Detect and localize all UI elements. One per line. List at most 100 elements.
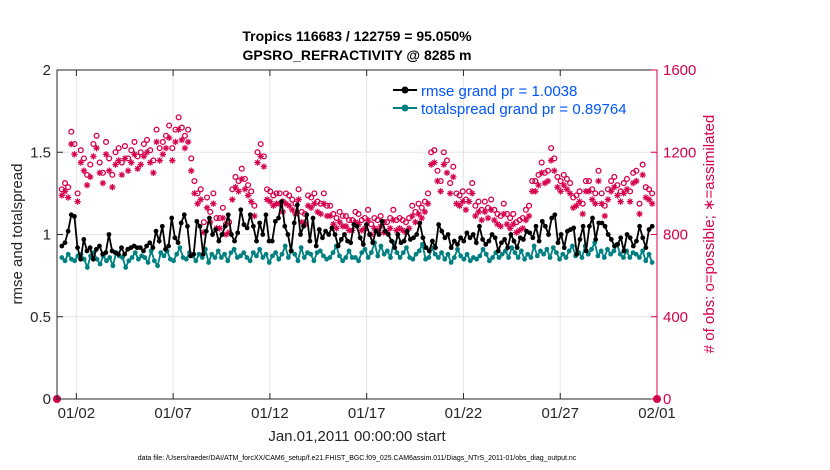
obs-assimilated-point: [431, 159, 438, 166]
totalspread-point: [298, 245, 304, 251]
obs-assimilated-point: [443, 169, 451, 177]
rmse-point: [269, 238, 275, 244]
obs-assimilated-point: [257, 153, 264, 160]
obs-possible-point: [500, 200, 507, 207]
obs-assimilated-point: [232, 184, 239, 191]
totalspread-point: [215, 248, 221, 254]
rmse-point: [420, 235, 426, 241]
obs-possible-point: [415, 200, 422, 207]
rmse-point: [495, 248, 501, 254]
rmse-point: [511, 238, 517, 244]
rmse-point: [455, 241, 460, 247]
obs-possible-point: [585, 177, 593, 185]
obs-assimilated-point: [421, 208, 429, 216]
totalspread-point: [282, 243, 288, 249]
totalspread-point: [646, 251, 652, 257]
obs-assimilated-point: [188, 167, 195, 174]
obs-possible-point: [289, 196, 296, 203]
obs-assimilated-point: [611, 184, 618, 191]
totalspread-point: [340, 258, 346, 264]
obs-possible-point: [639, 161, 646, 168]
rmse-point: [583, 248, 589, 254]
obs-assimilated-point: [487, 206, 495, 214]
rmse-point: [499, 240, 504, 246]
obs-assimilated-point: [244, 192, 252, 199]
y-tick-label-left: 1: [43, 227, 51, 244]
obs-assimilated-point: [197, 196, 204, 203]
totalspread-point: [394, 250, 400, 255]
obs-assimilated-point: [162, 144, 170, 152]
rmse-point: [97, 243, 102, 249]
totalspread-point: [531, 243, 537, 249]
obs-assimilated-point: [462, 206, 470, 214]
rmse-point: [414, 232, 420, 237]
obs-assimilated-point: [90, 153, 97, 160]
obs-possible-point: [140, 140, 147, 148]
rmse-point: [558, 232, 564, 237]
obs-assimilated-point: [150, 169, 157, 177]
obs-assimilated-point: [336, 218, 343, 226]
totalspread-point: [512, 250, 518, 255]
obs-assimilated-point: [592, 200, 599, 207]
obs-possible-point: [333, 215, 340, 222]
obs-possible-point: [93, 132, 100, 139]
rmse-point: [332, 232, 338, 237]
obs-possible-point: [623, 175, 630, 183]
totalspread-point: [541, 251, 547, 257]
rmse-point: [608, 237, 614, 242]
obs-possible-point: [475, 198, 482, 205]
obs-assimilated-point: [128, 159, 135, 166]
totalspread-point: [445, 251, 451, 257]
obs-possible-point: [447, 180, 454, 187]
legend-label-totalspread: totalspread grand pr = 0.89764: [421, 101, 627, 118]
rmse-point: [326, 232, 332, 237]
totalspread-point: [94, 256, 100, 262]
totalspread-point: [247, 258, 253, 264]
totalspread-point: [241, 250, 247, 255]
rmse-point: [222, 223, 228, 229]
rmse-point: [232, 238, 237, 244]
rmse-point: [417, 220, 423, 226]
obs-possible-point: [525, 202, 533, 209]
rmse-point: [200, 251, 206, 257]
obs-assimilated-point: [626, 198, 634, 205]
obs-possible-point: [488, 196, 495, 203]
obs-assimilated-point: [446, 190, 454, 197]
rmse-point: [354, 223, 360, 229]
totalspread-point: [84, 265, 90, 270]
totalspread-point: [62, 258, 68, 264]
obs-assimilated-point: [557, 188, 564, 195]
totalspread-point: [330, 250, 336, 255]
obs-assimilated-point: [503, 221, 511, 228]
obs-possible-point: [102, 138, 110, 146]
x-tick-label: 01/02: [58, 405, 96, 422]
obs-possible-point: [238, 165, 245, 172]
rmse-point: [250, 223, 256, 229]
obs-possible-point: [87, 161, 94, 168]
totalspread-point: [295, 258, 301, 264]
rmse-point: [552, 212, 558, 218]
obs-possible-point: [188, 155, 195, 162]
obs-assimilated-point: [238, 175, 245, 183]
obs-possible-point: [636, 200, 643, 207]
obs-possible-point: [181, 132, 189, 139]
rmse-point: [213, 227, 219, 232]
totalspread-point: [126, 258, 132, 264]
obs-possible-point: [109, 171, 116, 178]
rmse-point: [71, 214, 77, 219]
obs-possible-point: [65, 184, 72, 191]
rmse-point: [637, 223, 643, 229]
obs-possible-point: [548, 145, 555, 152]
rmse-point: [634, 238, 639, 244]
obs-possible-point: [137, 149, 144, 156]
obs-possible-point: [61, 180, 69, 187]
totalspread-point: [266, 260, 272, 265]
x-tick-label: 01/27: [541, 405, 579, 422]
rmse-point: [546, 232, 551, 237]
obs-possible-point: [567, 180, 574, 187]
y-tick-label-right: 800: [663, 227, 688, 244]
obs-assimilated-point: [71, 151, 78, 158]
totalspread-point: [250, 250, 256, 255]
obs-assimilated-point: [105, 167, 113, 174]
totalspread-point: [155, 263, 160, 269]
